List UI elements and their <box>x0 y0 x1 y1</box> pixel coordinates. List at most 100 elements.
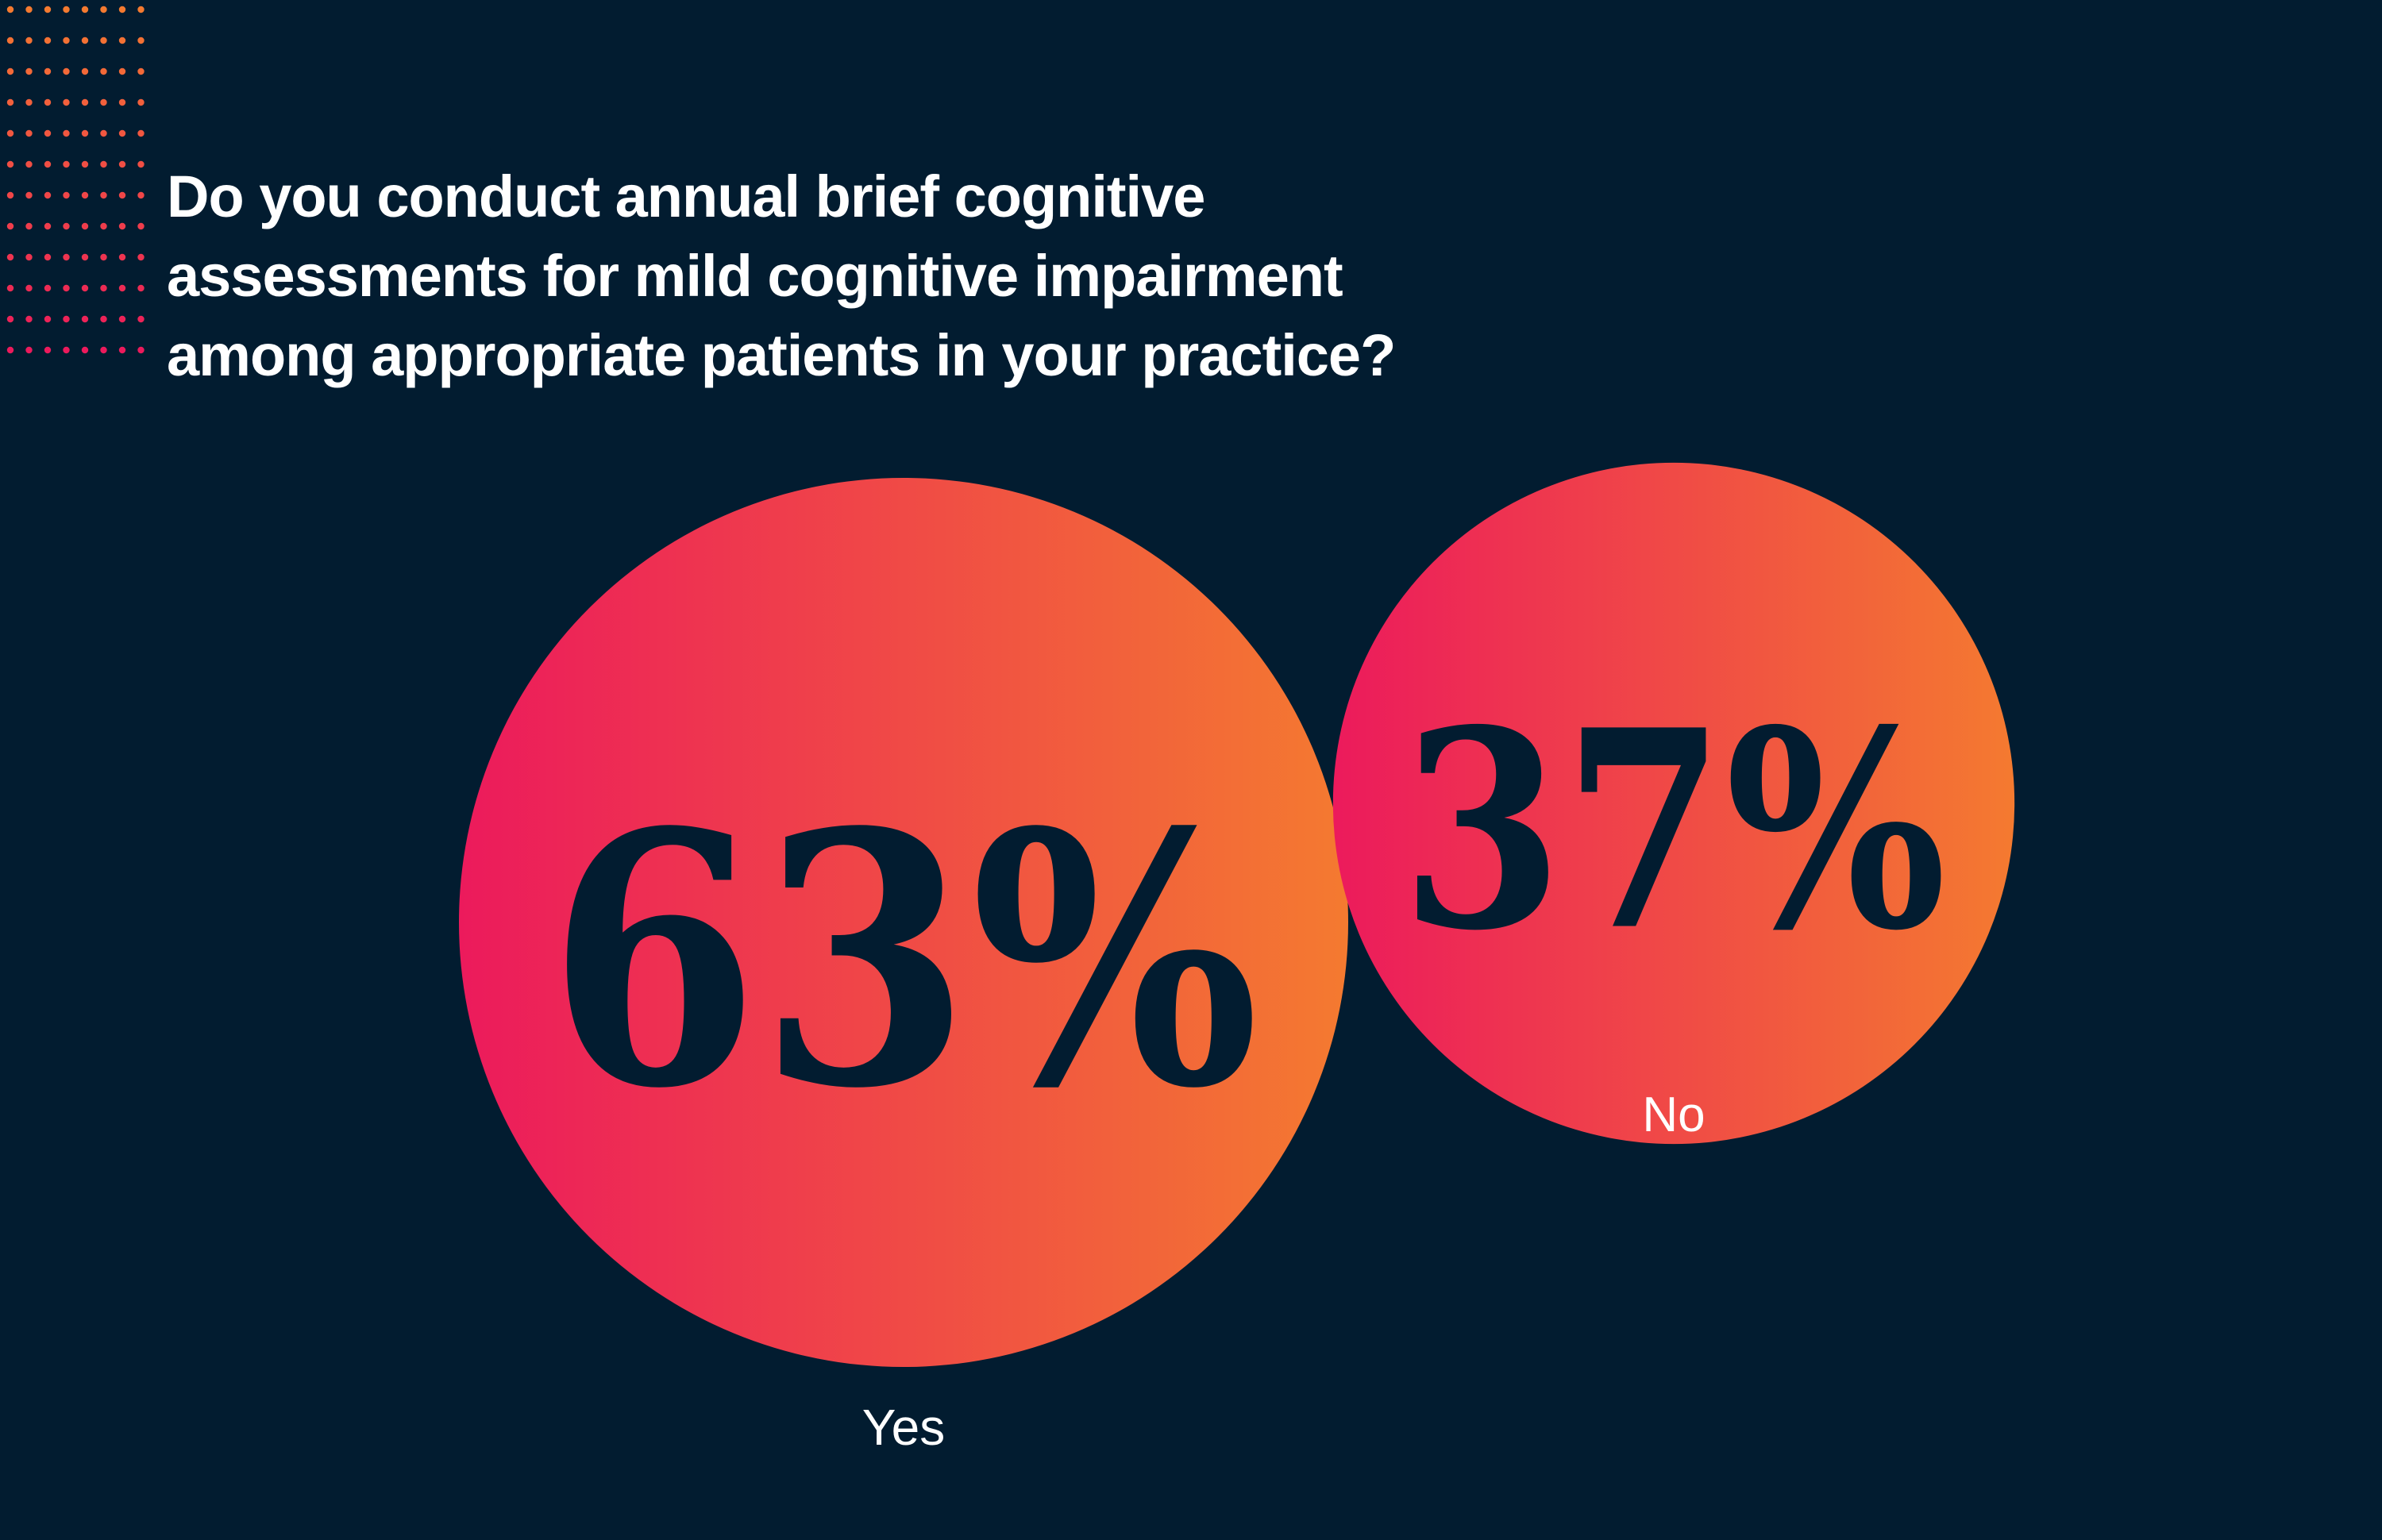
decorative-dot <box>100 222 107 230</box>
decorative-dot <box>44 346 52 354</box>
title-line-1: Do you conduct annual brief cognitive <box>167 164 1205 229</box>
decorative-dot <box>100 160 107 168</box>
decorative-dot <box>137 191 145 199</box>
decorative-dot <box>6 253 14 261</box>
decorative-dot <box>25 315 33 323</box>
decorative-dot <box>44 191 52 199</box>
decorative-dot <box>81 67 89 75</box>
bubble-no: 37% No <box>1332 462 2015 1145</box>
decorative-dot <box>63 222 70 230</box>
decorative-dot <box>44 6 52 13</box>
chart-title: Do you conduct annual brief cognitive as… <box>167 157 1675 395</box>
decorative-dot <box>63 315 70 323</box>
decorative-dot <box>118 98 126 106</box>
decorative-dot <box>25 37 33 44</box>
decorative-dot <box>63 346 70 354</box>
decorative-dot <box>44 98 52 106</box>
decorative-dot <box>118 129 126 137</box>
decorative-dot <box>6 284 14 292</box>
decorative-dot <box>118 253 126 261</box>
decorative-dot <box>137 98 145 106</box>
decorative-dot <box>63 191 70 199</box>
title-line-3: among appropriate patients in your pract… <box>167 322 1396 388</box>
decorative-dot <box>137 253 145 261</box>
decorative-dot <box>44 129 52 137</box>
decorative-dot <box>63 284 70 292</box>
category-label: Yes <box>862 1399 945 1456</box>
decorative-dot <box>63 67 70 75</box>
decorative-dot <box>81 346 89 354</box>
decorative-dot <box>6 129 14 137</box>
decorative-dot <box>100 191 107 199</box>
decorative-dot <box>81 284 89 292</box>
decorative-dot <box>25 253 33 261</box>
decorative-dot <box>44 222 52 230</box>
decorative-dot <box>118 37 126 44</box>
decorative-dot <box>81 129 89 137</box>
bubble-circle <box>459 478 1348 1367</box>
category-label: No <box>1642 1088 1705 1142</box>
decorative-dot <box>25 284 33 292</box>
decorative-dot <box>25 6 33 13</box>
decorative-dot <box>25 346 33 354</box>
decorative-dot <box>81 315 89 323</box>
decorative-dot <box>118 315 126 323</box>
decorative-dot <box>6 222 14 230</box>
decorative-dot <box>44 67 52 75</box>
decorative-dot <box>63 37 70 44</box>
decorative-dot <box>137 37 145 44</box>
decorative-dot <box>100 315 107 323</box>
decorative-dot <box>137 222 145 230</box>
decorative-dot <box>118 222 126 230</box>
decorative-dot <box>137 67 145 75</box>
decorative-dot <box>25 160 33 168</box>
decorative-dot <box>100 98 107 106</box>
decorative-dot <box>137 315 145 323</box>
data-label: 37% <box>1401 670 1947 990</box>
decorative-dot <box>6 160 14 168</box>
decorative-dot <box>63 253 70 261</box>
decorative-dot <box>100 129 107 137</box>
decorative-dot <box>100 6 107 13</box>
decorative-dot <box>6 37 14 44</box>
decorative-dot <box>63 98 70 106</box>
decorative-dot <box>137 346 145 354</box>
decorative-dot <box>81 253 89 261</box>
decorative-dot <box>100 67 107 75</box>
decorative-dot <box>100 37 107 44</box>
decorative-dot <box>44 315 52 323</box>
decorative-dot <box>44 253 52 261</box>
decorative-dot <box>6 6 14 13</box>
decorative-dot <box>25 222 33 230</box>
decorative-dot <box>118 6 126 13</box>
decorative-dot <box>81 98 89 106</box>
decorative-dot <box>81 6 89 13</box>
decorative-dot <box>25 98 33 106</box>
decorative-dot <box>6 98 14 106</box>
decorative-dot <box>137 6 145 13</box>
decorative-dot <box>81 160 89 168</box>
decorative-dot <box>81 37 89 44</box>
decorative-dot <box>25 67 33 75</box>
decorative-dot <box>100 346 107 354</box>
decorative-dot <box>63 160 70 168</box>
decorative-dot <box>25 191 33 199</box>
decorative-dot <box>25 129 33 137</box>
decorative-dot <box>44 160 52 168</box>
decorative-dot <box>137 284 145 292</box>
decorative-dot <box>118 346 126 354</box>
bubble-circle <box>1332 462 2015 1145</box>
data-label: 63% <box>548 758 1259 1165</box>
decorative-dot <box>118 191 126 199</box>
decorative-dot-grid <box>6 6 145 354</box>
decorative-dot <box>44 284 52 292</box>
decorative-dot <box>63 6 70 13</box>
title-line-2: assessments for mild cognitive impairmen… <box>167 243 1343 309</box>
decorative-dot <box>118 160 126 168</box>
decorative-dot <box>6 191 14 199</box>
decorative-dot <box>100 284 107 292</box>
decorative-dot <box>6 346 14 354</box>
decorative-dot <box>118 67 126 75</box>
